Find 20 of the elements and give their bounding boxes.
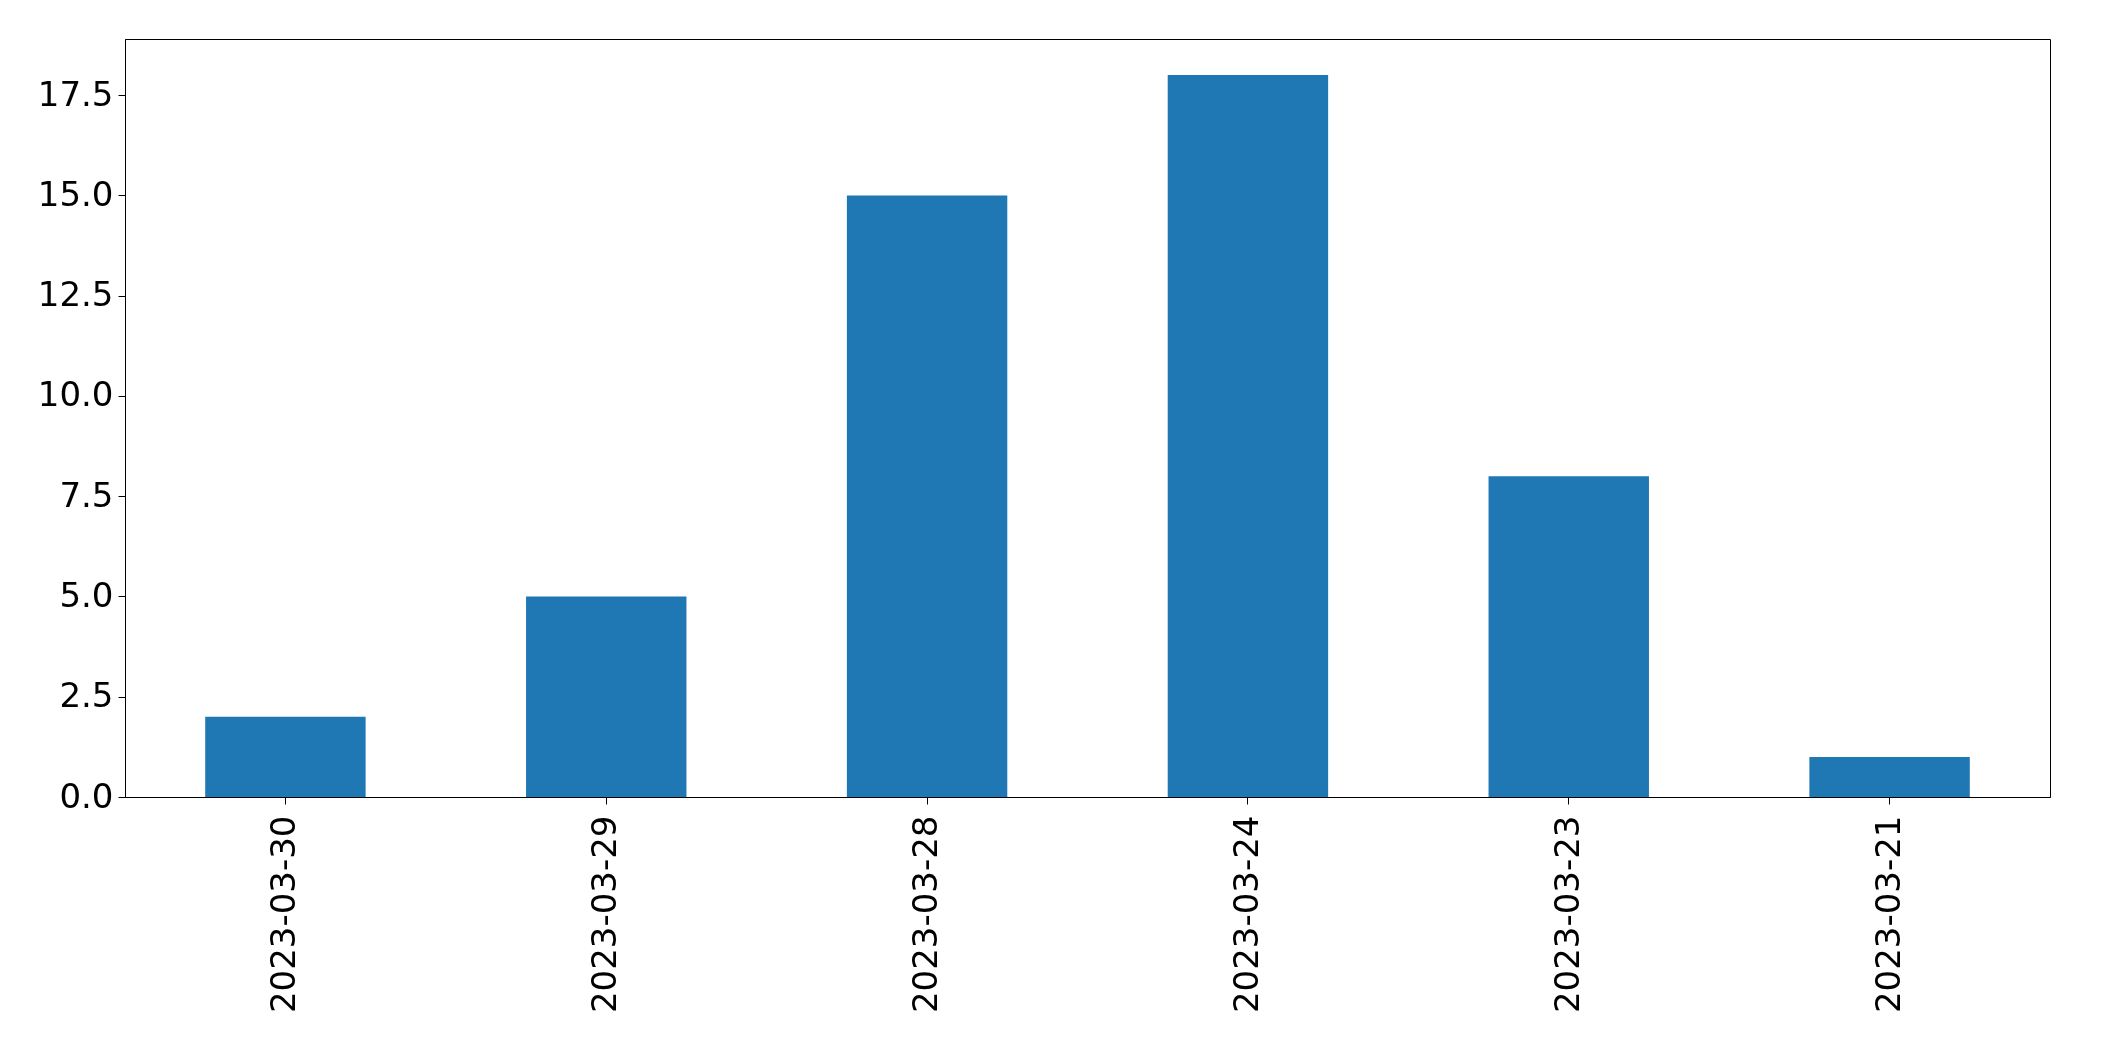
y-tick-label: 10.0 (37, 374, 114, 415)
x-tick-label: 2023-03-30 (263, 815, 304, 1014)
y-tick-label: 0.0 (59, 775, 114, 816)
bar (205, 716, 366, 797)
bar (1809, 756, 1970, 797)
bar (1167, 75, 1329, 797)
y-tick-label: 5.0 (59, 574, 114, 615)
bar (846, 195, 1008, 797)
y-tick-label: 12.5 (37, 274, 114, 315)
bar (1488, 476, 1649, 797)
x-tick-label: 2023-03-29 (584, 815, 625, 1014)
x-tick-label: 2023-03-21 (1867, 815, 1908, 1014)
y-tick-label: 17.5 (37, 73, 114, 114)
y-tick-label: 2.5 (59, 675, 114, 716)
x-tick-label: 2023-03-24 (1225, 815, 1266, 1014)
y-tick-label: 15.0 (37, 173, 114, 214)
x-tick-label: 2023-03-28 (905, 815, 946, 1014)
bar (526, 596, 687, 797)
y-tick-label: 7.5 (59, 474, 114, 515)
x-tick-label: 2023-03-23 (1546, 815, 1587, 1014)
